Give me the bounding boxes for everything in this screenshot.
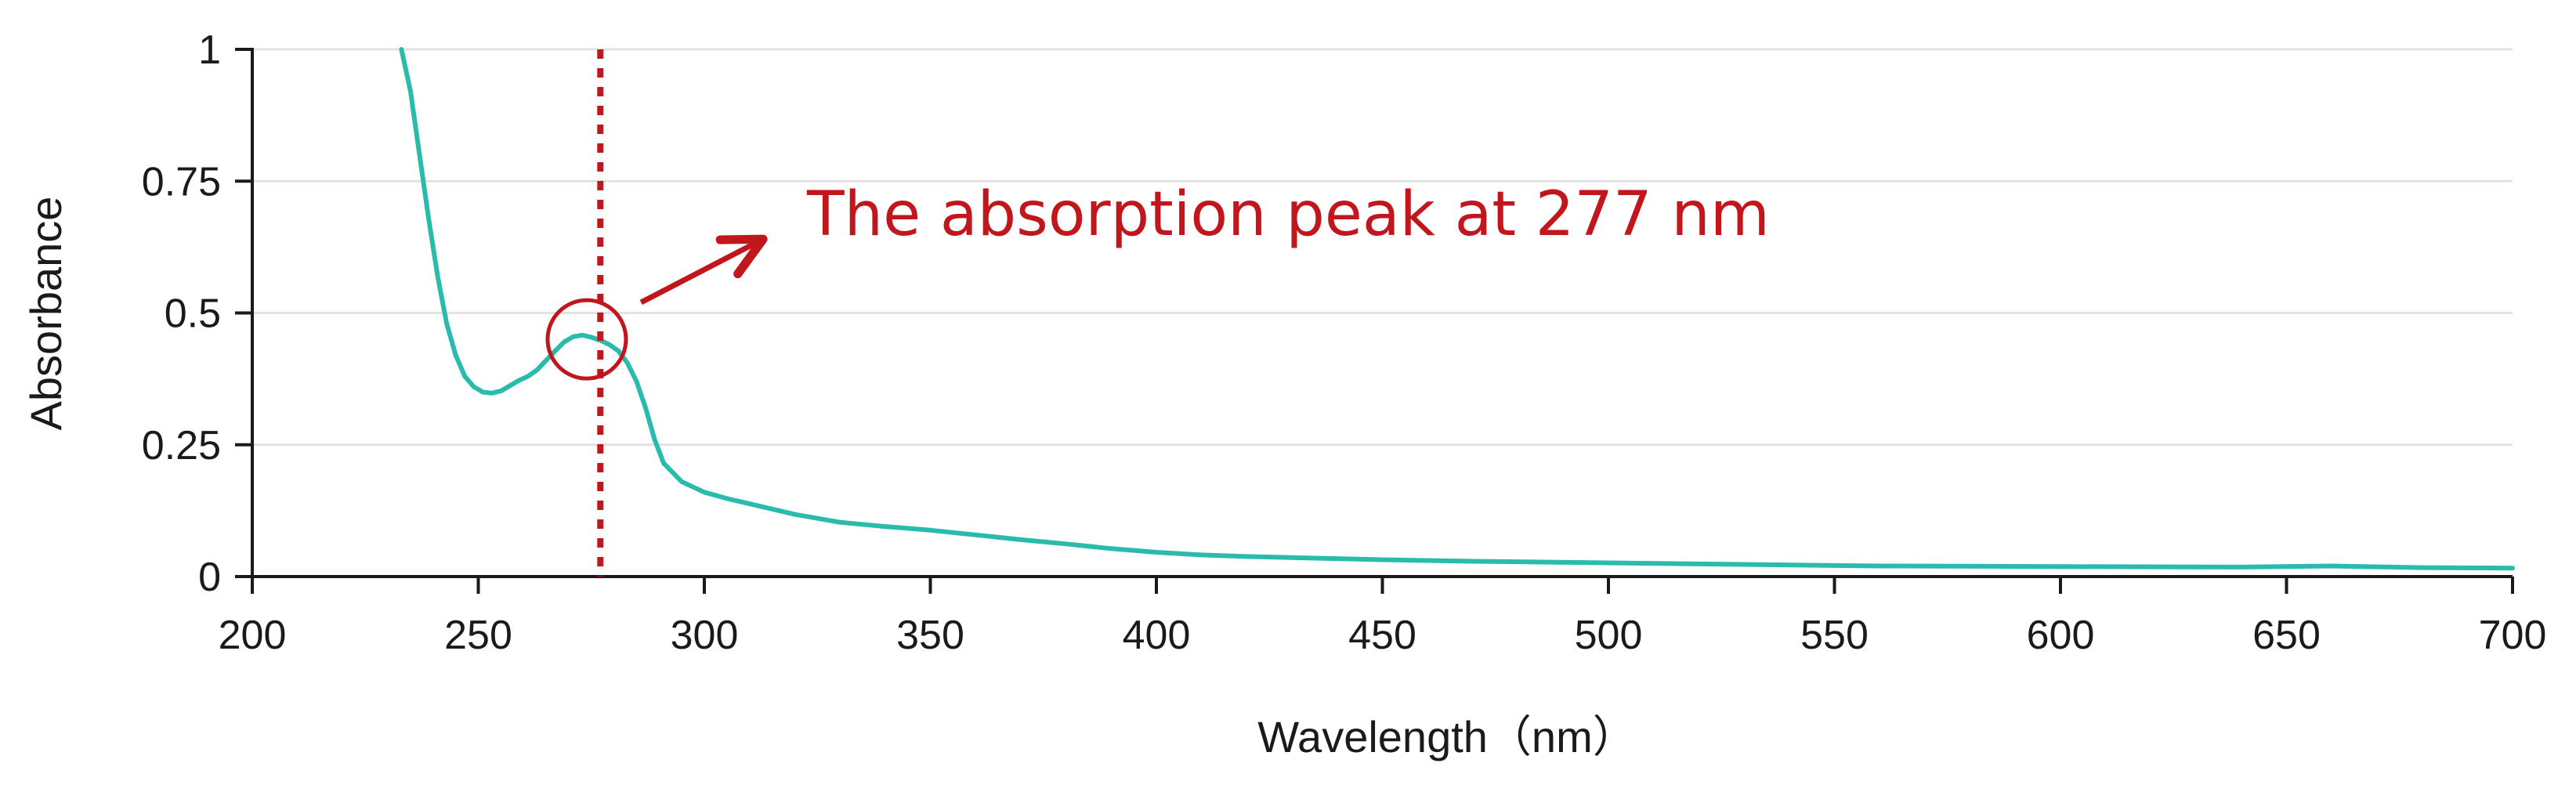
y-tick-label: 0: [198, 555, 221, 600]
x-tick-label: 700: [2479, 613, 2547, 658]
y-tick-label: 0.75: [142, 159, 221, 204]
x-tick-label: 400: [1123, 613, 1191, 658]
x-tick-label: 350: [896, 613, 964, 658]
x-tick-label: 550: [1800, 613, 1869, 658]
x-tick-label: 650: [2252, 613, 2321, 658]
y-tick-label: 0.5: [165, 291, 221, 337]
x-tick-label: 200: [219, 613, 287, 658]
x-tick-label: 600: [2027, 613, 2095, 658]
annotation-arrow: [639, 234, 768, 306]
x-tick-label: 250: [444, 613, 512, 658]
x-axis-title: Wavelength（nm）: [1257, 712, 1636, 761]
series-line-absorbance: [399, 47, 2515, 571]
y-axis-title: Absorbance: [21, 197, 71, 431]
x-tick-label: 300: [671, 613, 739, 658]
x-tick-label: 450: [1348, 613, 1416, 658]
x-tick-label: 500: [1575, 613, 1643, 658]
peak-circle: [545, 298, 628, 381]
y-tick-label: 0.25: [142, 423, 221, 468]
annotation-text: The absorption peak at 277 nm: [806, 179, 1770, 250]
y-tick-label: 1: [198, 27, 221, 73]
